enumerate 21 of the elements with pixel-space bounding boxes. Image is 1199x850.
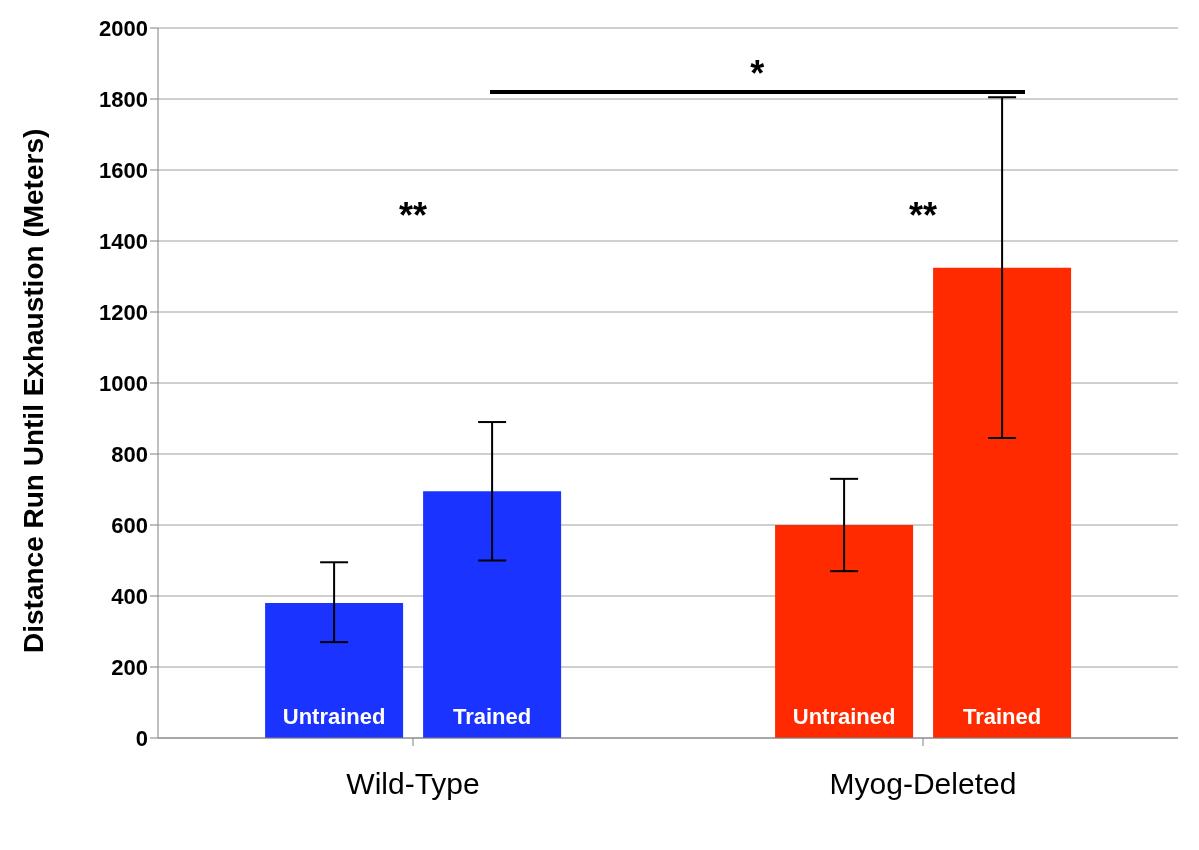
y-tick-label: 1600 bbox=[99, 157, 148, 183]
y-tick-label: 1400 bbox=[99, 228, 148, 254]
y-tick-label: 1200 bbox=[99, 299, 148, 325]
annotation: ** bbox=[908, 195, 938, 236]
y-tick-label: 200 bbox=[111, 654, 148, 680]
y-tick-label: 0 bbox=[135, 725, 148, 751]
y-tick-label: 400 bbox=[111, 583, 148, 609]
x-tick-label: Wild-Type bbox=[346, 767, 480, 801]
text: Untrained bbox=[792, 704, 896, 729]
text: Trained bbox=[962, 704, 1042, 729]
y-tick-label: 1800 bbox=[99, 86, 148, 112]
y-axis-title: Distance Run Until Exhaustion (Meters) bbox=[17, 128, 49, 653]
annotation: * bbox=[750, 53, 765, 94]
x-tick-label: Myog-Deleted bbox=[829, 767, 1017, 801]
annotation: ** bbox=[398, 195, 428, 236]
y-tick-label: 800 bbox=[111, 441, 148, 467]
series-label: Trained bbox=[452, 704, 532, 729]
y-tick-label: 600 bbox=[111, 512, 148, 538]
series-label: Untrained bbox=[282, 704, 386, 729]
y-tick-label: 2000 bbox=[99, 15, 148, 41]
y-tick-label: 1000 bbox=[99, 370, 148, 396]
